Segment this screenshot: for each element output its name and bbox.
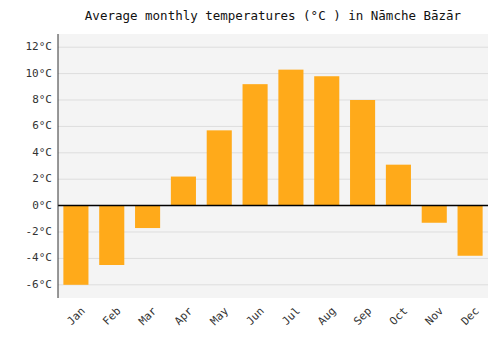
y-tick-label: -6°C — [26, 278, 53, 291]
x-tick-label: Dec — [459, 305, 482, 328]
bar — [243, 84, 268, 205]
y-tick-label: 10°C — [26, 67, 53, 80]
bar — [458, 206, 483, 256]
grid-line — [58, 100, 488, 101]
y-tick-label: 8°C — [32, 93, 52, 106]
grid-line — [58, 73, 488, 74]
y-tick-label: 2°C — [32, 172, 52, 185]
bar — [63, 206, 88, 285]
chart: -6°C -4°C -2°C 0°C 2°C 4°C 6°C 8°C 10°C 12°C Jan Fe… — [0, 0, 500, 350]
y-axis-line — [58, 34, 59, 298]
grid-line — [58, 47, 488, 48]
x-tick-label: Jun — [244, 305, 267, 328]
y-tick-labels: -6°C -4°C -2°C 0°C 2°C 4°C 6°C 8°C 10°C 12°C — [26, 40, 53, 291]
x-tick-label: Feb — [100, 305, 123, 328]
bars — [63, 70, 482, 285]
bar — [278, 70, 303, 206]
grid-line — [58, 205, 488, 206]
x-tick-label: May — [208, 304, 232, 328]
x-tick-label: Oct — [387, 305, 410, 328]
x-tick-label: Mar — [136, 304, 160, 328]
y-tick-label: 4°C — [32, 146, 52, 159]
y-tick-label: -4°C — [26, 251, 53, 264]
bar — [386, 165, 411, 206]
grid-line — [58, 179, 488, 180]
x-tick-labels: Jan Feb Mar Apr May Jun Jul Aug Sep Oct Nov Dec — [64, 304, 481, 328]
y-tick-label: -2°C — [26, 225, 53, 238]
bar — [207, 130, 232, 205]
y-tick-label: 12°C — [26, 40, 53, 53]
y-tick-label: 0°C — [32, 199, 52, 212]
x-tick-label: Jul — [279, 305, 302, 328]
grid — [58, 47, 488, 285]
bar — [99, 206, 124, 265]
grid-line — [58, 126, 488, 127]
x-tick-label: Sep — [351, 305, 374, 328]
bar — [350, 100, 375, 206]
grid-line — [58, 284, 488, 285]
plot-background — [58, 34, 488, 298]
x-tick-label: Jan — [64, 305, 87, 328]
title: Average monthly temperatures (°C ) in Nā… — [85, 8, 462, 23]
y-tick-label: 6°C — [32, 119, 52, 132]
x-tick-label: Apr — [172, 304, 196, 328]
bar — [314, 76, 339, 205]
zero-line — [58, 205, 488, 207]
x-tick-label: Nov — [423, 304, 447, 328]
bar — [171, 177, 196, 206]
bar — [135, 206, 160, 228]
x-tick-label: Aug — [315, 305, 338, 328]
grid-line — [58, 152, 488, 153]
bar — [422, 206, 447, 223]
